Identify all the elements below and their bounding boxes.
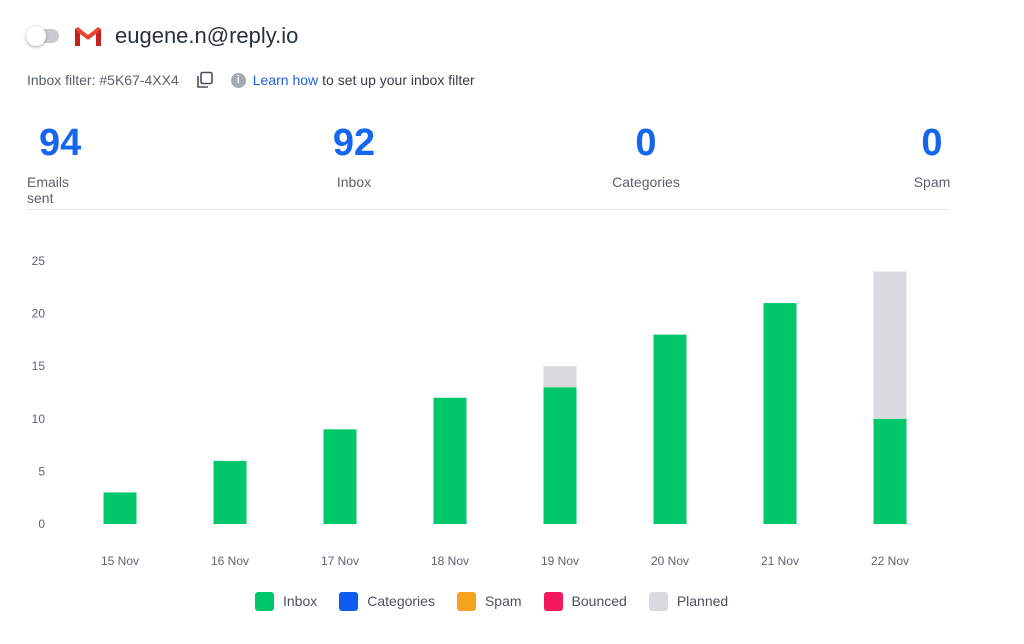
- x-tick-label: 22 Nov: [871, 554, 909, 568]
- x-tick-label: 20 Nov: [651, 554, 689, 568]
- bar-inbox-20-nov[interactable]: [653, 334, 687, 524]
- copy-icon[interactable]: [195, 71, 215, 89]
- account-header: eugene.n@reply.io: [26, 20, 299, 52]
- toggle-knob[interactable]: [26, 26, 46, 46]
- y-tick-label: 15: [32, 359, 46, 373]
- x-tick-label: 18 Nov: [431, 554, 469, 568]
- inbox-filter-row: Inbox filter: #5K67-4XX4 i Learn how to …: [27, 70, 475, 90]
- chart-legend: Inbox Categories Spam Bounced Planned: [255, 590, 750, 612]
- legend-label: Planned: [676, 593, 729, 609]
- inbox-filter-label: Inbox filter: #5K67-4XX4: [27, 72, 179, 88]
- stat-inbox: 92 Inbox: [314, 120, 394, 190]
- x-tick-label: 21 Nov: [761, 554, 799, 568]
- legend-item-planned[interactable]: Planned: [648, 591, 729, 611]
- legend-label: Categories: [367, 593, 435, 609]
- legend-label: Inbox: [283, 593, 318, 609]
- legend-swatch: [339, 591, 359, 611]
- bar-inbox-16-nov[interactable]: [213, 460, 247, 524]
- legend-swatch: [648, 591, 668, 611]
- legend-label: Bounced: [571, 593, 627, 609]
- stat-value: 94: [39, 122, 82, 164]
- bar-planned-22-nov[interactable]: [873, 271, 907, 419]
- info-icon: i: [230, 72, 246, 88]
- stat-spam: 0 Spam: [900, 120, 964, 190]
- learn-how-text: to set up your inbox filter: [322, 72, 475, 88]
- legend-swatch: [456, 591, 476, 611]
- x-tick-label: 15 Nov: [101, 554, 139, 568]
- learn-how-link[interactable]: Learn how: [252, 72, 319, 88]
- stat-label: Spam: [913, 174, 951, 190]
- x-tick-label: 16 Nov: [211, 554, 249, 568]
- stats-divider: [27, 209, 949, 210]
- stat-value: 0: [635, 122, 657, 164]
- legend-swatch: [255, 591, 274, 611]
- y-tick-label: 20: [32, 307, 46, 321]
- emails-bar-chart: 0 5 10 15 20 25 15 Nov 16 Nov 17 Nov 18 Nov 19 Nov…: [32, 254, 909, 568]
- y-tick-label: 0: [38, 517, 45, 531]
- bar-inbox-15-nov[interactable]: [103, 492, 137, 524]
- y-tick-label: 10: [32, 412, 46, 426]
- legend-label: Spam: [484, 593, 522, 609]
- legend-item-categories[interactable]: Categories: [339, 591, 435, 611]
- stat-label: Inbox: [336, 174, 372, 190]
- bar-inbox-17-nov[interactable]: [323, 429, 357, 524]
- bar-planned-19-nov[interactable]: [543, 366, 577, 388]
- account-toggle[interactable]: [26, 26, 59, 46]
- bar-inbox-22-nov[interactable]: [873, 418, 907, 524]
- stat-value: 0: [921, 122, 943, 164]
- bar-inbox-19-nov[interactable]: [543, 387, 577, 524]
- y-tick-label: 25: [32, 254, 46, 268]
- stat-categories: 0 Categories: [606, 120, 686, 190]
- bar-inbox-18-nov[interactable]: [433, 397, 467, 524]
- account-email: eugene.n@reply.io: [115, 23, 299, 48]
- x-tick-label: 19 Nov: [541, 554, 579, 568]
- legend-item-inbox[interactable]: Inbox: [255, 591, 318, 611]
- x-tick-label: 17 Nov: [321, 554, 359, 568]
- y-tick-label: 5: [38, 464, 45, 478]
- stat-value: 92: [332, 122, 376, 164]
- stat-emails-sent: 94 Emails sent: [27, 120, 97, 206]
- legend-item-spam[interactable]: Spam: [456, 591, 522, 611]
- bar-inbox-21-nov[interactable]: [763, 303, 797, 524]
- legend-swatch: [543, 591, 563, 611]
- stat-label: Categories: [612, 174, 680, 190]
- legend-item-bounced[interactable]: Bounced: [543, 591, 627, 611]
- gmail-icon: [73, 25, 103, 47]
- stat-label: Emails sent: [27, 174, 70, 206]
